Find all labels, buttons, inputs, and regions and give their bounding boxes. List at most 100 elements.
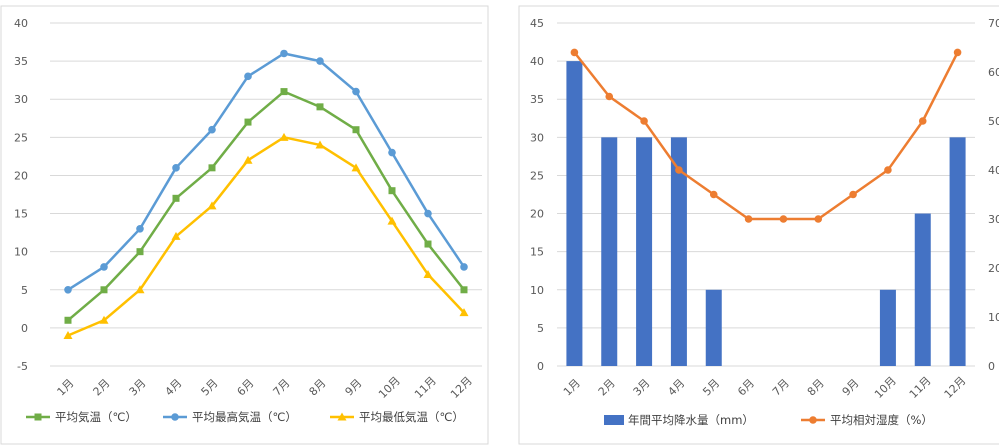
chart1-temperature: -5 0 5 10 15 20 25 30 35 40 1月 2月 3月 4月 5月 6月 7月 8月 9月 10月… — [14, 17, 482, 424]
data-point — [388, 187, 396, 195]
data-point — [99, 315, 109, 324]
data-point — [953, 48, 962, 57]
legend-label: 平均相対湿度（%） — [830, 413, 933, 427]
data-point — [244, 118, 252, 126]
data-point — [316, 57, 324, 65]
y-tick-label: 40 — [530, 55, 544, 68]
y-tick-label: 20 — [530, 208, 544, 221]
y2-tick-label: 60 — [988, 66, 999, 79]
data-point — [244, 72, 252, 81]
precipitation-bar — [705, 289, 722, 366]
y-tick-label: 25 — [530, 169, 544, 182]
series-line — [67, 136, 465, 337]
data-point — [424, 209, 432, 218]
legend-label: 平均最高気温（℃） — [192, 410, 297, 424]
data-point — [387, 216, 397, 225]
y2-tick-label: 40 — [988, 164, 999, 177]
data-point — [605, 92, 614, 101]
data-point — [352, 126, 360, 134]
data-point — [459, 308, 469, 317]
precipitation-bar — [914, 213, 931, 366]
x-tick-label: 1月 — [561, 377, 583, 399]
legend-label: 年間平均降水量（mm） — [628, 413, 754, 427]
chart2-humidity-line — [570, 48, 962, 223]
chart2-frame — [518, 5, 999, 445]
x-tick-label: 7月 — [770, 377, 792, 399]
data-point — [918, 117, 927, 125]
data-point — [709, 190, 718, 199]
data-point — [570, 48, 579, 57]
x-tick-label: 4月 — [665, 377, 687, 399]
chart2-gridlines — [557, 22, 975, 367]
precipitation-bar — [949, 137, 966, 366]
data-point — [172, 194, 180, 202]
data-point — [243, 155, 253, 164]
chart1-legend: 平均気温（℃） 平均最高気温（℃） 平均最低気温（℃） — [26, 410, 464, 424]
chart2-x-tick-labels: 1月 2月 3月 4月 5月 6月 7月 8月 9月 10月 11月 12月 — [561, 374, 969, 401]
data-point — [207, 201, 217, 210]
data-point — [884, 166, 892, 174]
y-tick-label: 15 — [14, 208, 28, 221]
y-tick-label: 15 — [530, 246, 544, 259]
data-point — [388, 148, 396, 157]
chart2-precipitation-humidity: 0 5 10 15 20 25 30 35 40 45 0 10 20 30 40 50 60 70 1月 2月 3… — [530, 17, 999, 427]
data-point — [423, 270, 433, 279]
x-tick-label: 4月 — [163, 377, 185, 399]
y2-tick-label: 0 — [988, 360, 995, 373]
data-point — [208, 164, 216, 172]
data-point — [640, 117, 648, 125]
x-tick-label: 12月 — [448, 374, 475, 401]
series-line — [67, 52, 466, 291]
legend-swatch — [604, 415, 624, 425]
precipitation-bar — [636, 137, 653, 366]
x-tick-label: 9月 — [840, 377, 862, 399]
x-tick-label: 11月 — [907, 374, 934, 401]
chart1-series — [63, 49, 469, 340]
data-point — [279, 132, 289, 141]
x-tick-label: 5月 — [199, 377, 221, 399]
y2-tick-label: 10 — [988, 311, 999, 324]
legend-label: 平均最低気温（℃） — [359, 410, 464, 424]
x-tick-label: 8月 — [307, 377, 329, 399]
y-tick-label: 45 — [530, 17, 544, 30]
series-line — [67, 90, 465, 322]
x-tick-label: 2月 — [91, 377, 113, 399]
data-point — [675, 166, 683, 174]
x-tick-label: 11月 — [412, 374, 439, 401]
x-tick-label: 10月 — [376, 374, 403, 401]
chart1-gridlines — [50, 22, 482, 367]
x-tick-label: 8月 — [805, 377, 827, 399]
precipitation-bar — [601, 137, 618, 366]
data-point — [136, 248, 144, 256]
data-point — [63, 331, 73, 340]
y-tick-label: 30 — [530, 131, 544, 144]
humidity-line — [573, 51, 959, 221]
precipitation-bar — [670, 137, 687, 366]
y-tick-label: 20 — [14, 169, 28, 182]
y-tick-label: 25 — [14, 131, 28, 144]
y-tick-label: -5 — [17, 360, 28, 373]
chart1-y-tick-labels: -5 0 5 10 15 20 25 30 35 40 — [14, 17, 28, 373]
legend-marker — [809, 416, 817, 424]
chart2-bars — [566, 61, 966, 366]
chart2-y-tick-labels: 0 5 10 15 20 25 30 35 40 45 — [530, 17, 544, 373]
data-point — [744, 215, 753, 223]
x-tick-label: 3月 — [127, 377, 149, 399]
y-tick-label: 40 — [14, 17, 28, 30]
data-point — [136, 225, 144, 233]
data-point — [351, 163, 361, 172]
x-tick-label: 3月 — [631, 377, 653, 399]
x-tick-label: 12月 — [942, 374, 969, 401]
data-point — [171, 231, 181, 240]
data-point — [460, 286, 468, 294]
data-point — [280, 88, 288, 96]
precipitation-bar — [879, 289, 896, 366]
data-point — [280, 49, 288, 58]
data-point — [849, 190, 857, 199]
x-tick-label: 6月 — [735, 377, 757, 399]
y-tick-label: 30 — [14, 93, 28, 106]
y-tick-label: 35 — [14, 55, 28, 68]
data-point — [100, 286, 108, 294]
data-point — [352, 87, 360, 96]
